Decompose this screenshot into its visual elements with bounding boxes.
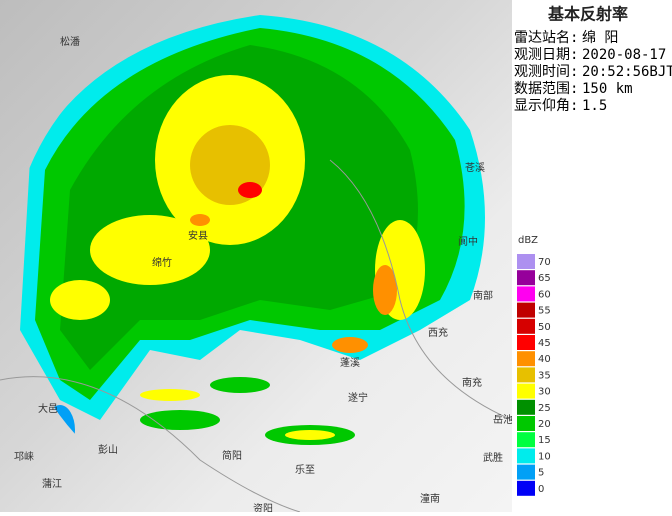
place-label: 南充 bbox=[462, 376, 482, 389]
legend-value: 50 bbox=[538, 322, 551, 333]
place-label: 武胜 bbox=[483, 451, 503, 464]
legend-swatch bbox=[517, 480, 535, 496]
info-label: 观测日期: bbox=[514, 47, 578, 63]
info-value: 绵 阳 bbox=[582, 29, 618, 46]
place-label: 遂宁 bbox=[348, 391, 368, 404]
legend-value: 45 bbox=[538, 338, 551, 349]
info-value: 150 km bbox=[582, 81, 633, 97]
place-label: 简阳 bbox=[222, 449, 242, 462]
legend-value: 5 bbox=[538, 468, 544, 479]
legend-value: 40 bbox=[538, 354, 551, 365]
legend-value: 10 bbox=[538, 451, 551, 462]
place-label: 松潘 bbox=[60, 35, 80, 48]
legend-value: 70 bbox=[538, 257, 551, 268]
legend-swatch bbox=[517, 286, 535, 302]
legend-swatch bbox=[517, 318, 535, 334]
info-label: 观测时间: bbox=[514, 64, 578, 80]
legend-swatch bbox=[517, 351, 535, 367]
place-label: 安县 bbox=[188, 229, 208, 242]
info-label: 雷达站名: bbox=[514, 30, 578, 46]
legend-value: 60 bbox=[538, 289, 551, 300]
side-panel bbox=[512, 0, 672, 512]
legend-value: 0 bbox=[538, 484, 544, 495]
place-label: 阆中 bbox=[458, 235, 478, 248]
legend-swatch bbox=[517, 448, 535, 464]
place-label: 绵竹 bbox=[152, 256, 172, 269]
legend-value: 65 bbox=[538, 273, 551, 284]
boundary bbox=[329, 159, 513, 421]
place-label: 资阳 bbox=[253, 503, 273, 512]
legend-swatch bbox=[517, 416, 535, 431]
legend-value: 55 bbox=[538, 306, 551, 317]
info-value: 1.5 bbox=[582, 98, 607, 114]
place-label: 乐至 bbox=[295, 464, 315, 476]
legend-swatch bbox=[517, 302, 535, 318]
legend-swatch bbox=[517, 367, 535, 383]
radar-echo bbox=[20, 15, 485, 455]
legend-value: 25 bbox=[538, 403, 551, 414]
info-value: 2020-08-17 bbox=[582, 47, 666, 63]
legend-swatch bbox=[517, 399, 535, 415]
panel-title: 基本反射率 bbox=[547, 5, 628, 24]
legend-value: 30 bbox=[538, 387, 551, 398]
legend-value: 35 bbox=[538, 370, 551, 381]
place-label: 蒲江 bbox=[42, 477, 62, 490]
place-label: 岳池 bbox=[493, 413, 513, 426]
legend-swatch bbox=[517, 464, 535, 480]
place-label: 西充 bbox=[428, 326, 448, 339]
info-label: 显示仰角: bbox=[514, 98, 578, 114]
place-label: 蓬溪 bbox=[340, 357, 360, 369]
place-label: 南部 bbox=[473, 289, 493, 302]
legend-swatch bbox=[517, 270, 535, 286]
place-label: 大邑 bbox=[38, 402, 58, 415]
place-label: 邛崃 bbox=[14, 451, 34, 463]
legend-swatch bbox=[517, 383, 535, 399]
legend-swatch bbox=[517, 254, 535, 269]
boundary bbox=[0, 376, 301, 513]
legend-value: 15 bbox=[538, 435, 551, 446]
legend-value: 20 bbox=[538, 419, 551, 430]
place-label: 潼南 bbox=[420, 492, 440, 505]
info-value: 20:52:56BJT bbox=[582, 64, 672, 80]
info-label: 数据范围: bbox=[514, 80, 578, 97]
legend-swatch bbox=[517, 432, 535, 448]
place-label: 彭山 bbox=[98, 443, 118, 456]
legend-unit: dBZ bbox=[518, 235, 538, 246]
legend-swatch bbox=[517, 335, 535, 350]
place-label: 苍溪 bbox=[465, 161, 485, 174]
